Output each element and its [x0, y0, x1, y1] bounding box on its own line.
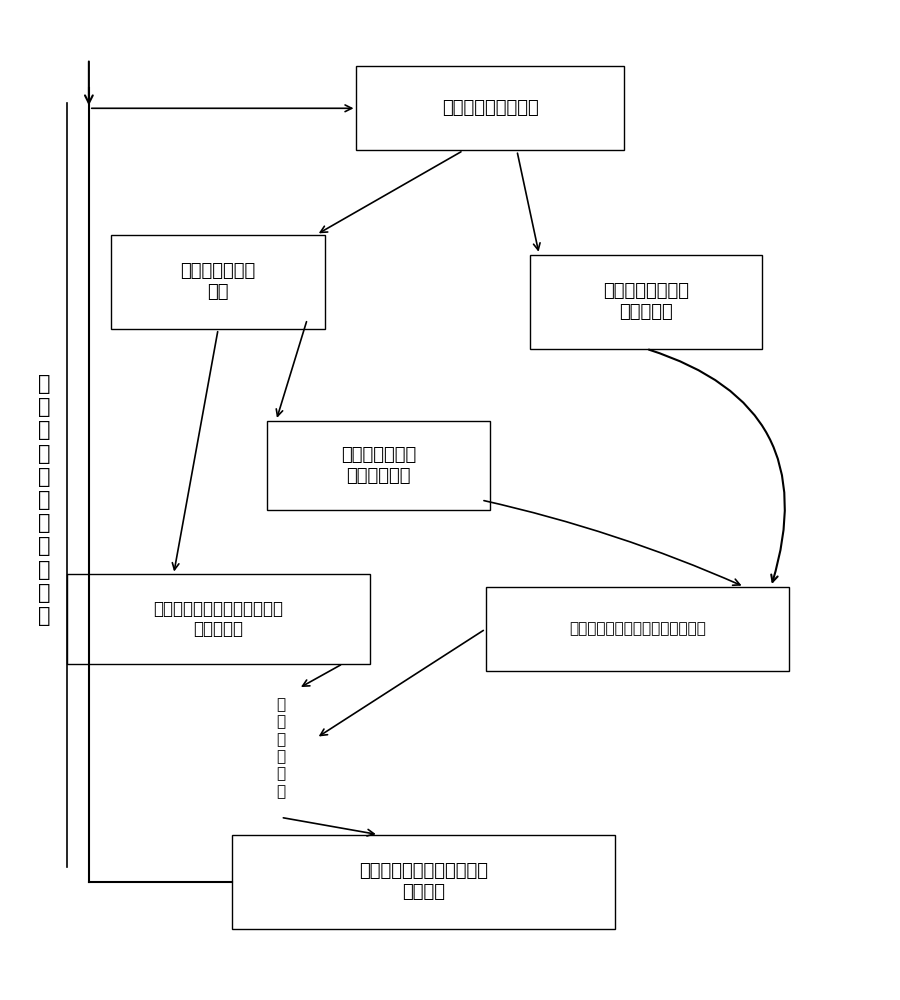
Bar	[231, 835, 615, 929]
Text: 验证后数值模以
分析该段开挖: 验证后数值模以 分析该段开挖	[341, 446, 417, 485]
Text: 开挖验证该段及
监控: 开挖验证该段及 监控	[181, 262, 256, 301]
Bar	[486, 587, 788, 671]
Text: 三者对比分析得出围岩级别及参数: 三者对比分析得出围岩级别及参数	[569, 621, 706, 636]
Text: 已分级的当前段围岩: 已分级的当前段围岩	[442, 99, 538, 117]
Bar	[530, 255, 762, 349]
Text: 围
岩
定
量
分
级: 围 岩 定 量 分 级	[276, 697, 285, 799]
Bar	[67, 574, 370, 664]
Text: 前方一段距离的围岩级别及
相关参数: 前方一段距离的围岩级别及 相关参数	[359, 862, 488, 901]
Bar	[267, 421, 491, 510]
Text: 下
一
个
循
环
预
报
围
岩
级
别: 下 一 个 循 环 预 报 围 岩 级 别	[38, 374, 50, 626]
Text: 开挖前数值模以分
析该段开挖: 开挖前数值模以分 析该段开挖	[603, 282, 689, 321]
Bar	[356, 66, 624, 150]
Text: 定性综合法预报前方一段距离
的围岩级别: 定性综合法预报前方一段距离 的围岩级别	[153, 600, 284, 638]
Bar	[112, 235, 325, 329]
